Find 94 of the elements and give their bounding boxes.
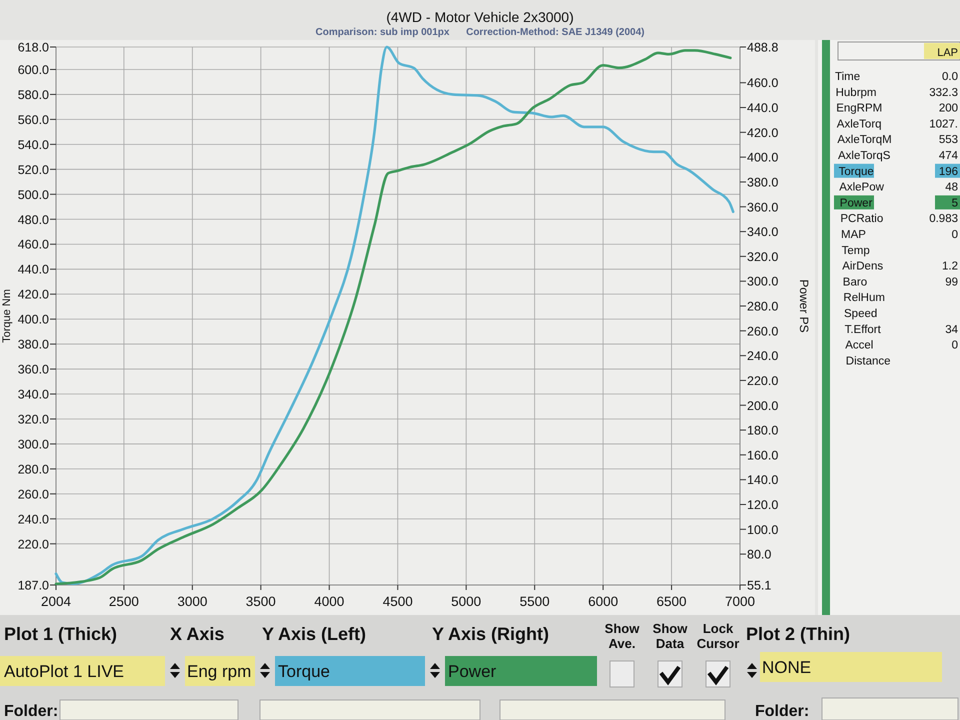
y2-tick-label: 80.0 [747,548,772,562]
x-tick-label: 3000 [177,594,208,609]
y-tick-label: 420.0 [18,288,50,302]
y2-tick-label: 140.0 [747,473,778,488]
text: Eng rpm [187,662,252,681]
text: Show Ave. [604,621,640,651]
text: Plot 1 (Thick) [4,624,118,644]
y-tick-label: 320.0 [18,412,50,426]
text: Distance [846,355,891,368]
x-tick-label: 3500 [246,594,276,609]
text: NONE [762,658,812,677]
text: Y Axis (Left) [262,624,366,644]
y-axis-title: Torque Nm [1,289,13,343]
text: Lock Cursor [696,621,740,651]
y2-tick-label: 360.0 [747,200,778,214]
y-tick-label: 340.0 [18,388,50,402]
text: Y Axis (Right) [432,624,550,644]
y-tick-label: 360.0 [18,362,50,377]
y-tick-label: 618.0 [18,40,50,54]
text: Temp [842,244,870,257]
text: AxlePow 48 [839,182,958,194]
text: AxleTorq 1027. [836,118,958,130]
y-tick-label: 220.0 [18,537,50,552]
x-tick-label: 2004 [40,594,72,609]
y-tick-label: 560.0 [18,112,50,127]
x-tick-label: 6000 [588,594,618,609]
text: Folder: [755,703,810,720]
text: Torque 196 [838,166,958,178]
y-tick-label: 240.0 [18,512,50,526]
text: Power 5 [840,197,958,210]
y2-tick-label: 340.0 [747,225,778,240]
y2-tick-label: 420.0 [747,126,778,140]
y2-tick-label: 380.0 [747,175,778,190]
text: Accel 0 [845,340,958,352]
text: Folder: [4,703,58,720]
y-tick-label: 300.0 [18,437,50,452]
text: PCRatio 0.983 [840,213,958,226]
y2-axis-title: Power PS [797,279,811,333]
text: AxleTorqM 553 [837,134,958,146]
y-tick-label: 600.0 [18,62,50,77]
text: AutoPlot 1 LIVE [4,662,124,681]
y-tick-label: 500.0 [18,188,50,202]
x-tick-label: 7000 [724,594,756,609]
y2-tick-label: 180.0 [747,424,778,438]
x-tick-label: 5000 [451,594,482,609]
y-tick-label: 260.0 [18,487,50,502]
y2-tick-label: 440.0 [747,101,778,116]
text: X Axis [170,624,224,644]
text: Show Data [652,621,688,651]
y-tick-label: 187.0 [18,578,50,592]
y-tick-label: 460.0 [18,238,50,252]
y-tick-label: 280.0 [18,462,50,476]
text: Baro 99 [842,276,958,288]
y2-tick-label: 200.0 [747,398,778,413]
y2-tick-label: 460.0 [747,76,778,90]
y2-tick-label: 320.0 [747,250,778,264]
y-tick-label: 400.0 [18,312,50,327]
text: RelHum [843,292,885,304]
text: Torque [278,662,330,681]
y2-tick-label: 55.1 [747,578,772,592]
chart-title: (4WD - Motor Vehicle 2x3000) [386,9,574,25]
y2-tick-label: 488.8 [747,40,778,54]
text: Power [448,662,497,681]
y2-tick-label: 120.0 [747,498,778,512]
y2-tick-label: 100.0 [747,522,778,537]
text: AirDens 1.2 [842,260,958,273]
text: AxleTorqS 474 [838,150,958,162]
text: Hubrpm 332.3 [836,86,958,99]
y-tick-label: 380.0 [18,338,50,352]
y-tick-label: 480.0 [18,212,50,227]
text: Plot 2 (Thin) [746,624,850,644]
chart-subtitle: Comparison: sub imp 001px Correction-Method: SAE J1349 (2004) [316,27,644,38]
x-tick-label: 2500 [108,594,139,609]
text: LAP [937,47,958,59]
y2-tick-label: 300.0 [747,274,778,289]
x-tick-label: 4000 [314,594,344,609]
x-tick-label: 6500 [656,594,687,609]
y-tick-label: 440.0 [18,262,50,277]
y2-tick-label: 280.0 [747,300,778,314]
y-tick-label: 540.0 [18,138,50,152]
x-tick-label: 5500 [520,594,550,609]
text: EngRPM 200 [836,102,958,115]
text: T.Effort 34 [844,324,958,336]
text: Time 0.0 [835,71,958,83]
y2-tick-label: 240.0 [747,349,778,364]
y2-tick-label: 400.0 [747,150,778,165]
y-tick-label: 520.0 [18,162,50,177]
x-tick-label: 4500 [382,594,413,609]
text: MAP 0 [841,229,958,241]
y-tick-label: 580.0 [18,88,50,102]
y2-tick-label: 220.0 [747,374,778,388]
y2-tick-label: 160.0 [747,448,778,462]
text: Speed [844,308,878,320]
y2-tick-label: 260.0 [747,324,778,338]
